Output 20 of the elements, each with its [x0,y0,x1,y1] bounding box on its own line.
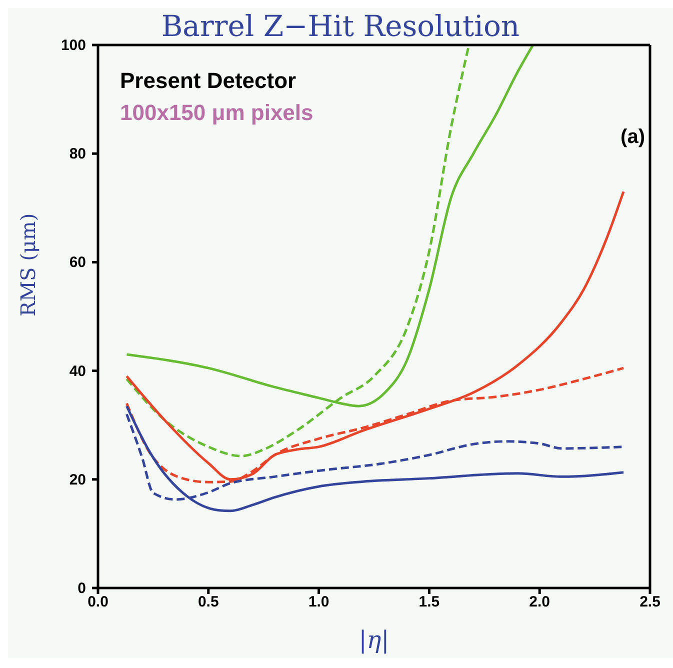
x-tick-label: 0.0 [88,594,108,611]
annotation: (a) [620,126,645,149]
x-tick-label: 2.5 [640,594,660,611]
chart-title: Barrel Z−Hit Resolution [161,9,520,43]
line-series [125,404,625,512]
x-tick-label: 1.0 [308,594,330,611]
x-tick-label: 0.5 [198,594,219,611]
x-axis-title: |η| [358,626,390,654]
y-tick-label: 60 [69,254,86,272]
annotation: Present Detector [120,68,296,94]
x-tick-label: 1.5 [418,594,440,611]
line-series [125,190,625,481]
y-tick-label: 40 [69,362,86,380]
y-tick-label: 80 [69,146,86,163]
y-axis-title: RMS (μm) [16,213,40,316]
y-tick-label: 20 [69,471,86,488]
x-tick-label: 2.0 [529,594,550,611]
annotation: 100x150 μm pixels [120,100,314,126]
y-tick-label: 0 [78,580,86,597]
y-tick-label: 100 [60,37,86,54]
